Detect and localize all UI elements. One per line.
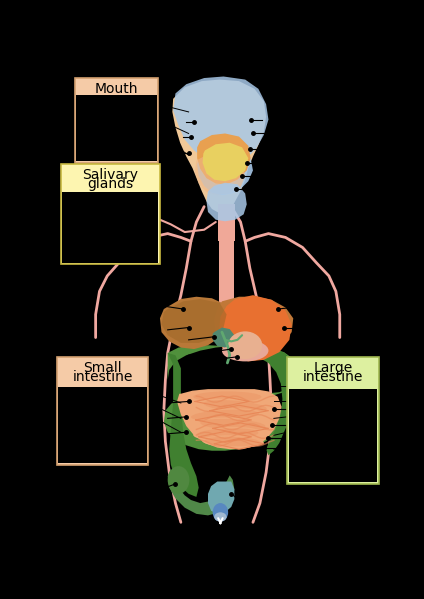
Polygon shape — [218, 204, 235, 241]
FancyBboxPatch shape — [57, 357, 148, 465]
Polygon shape — [160, 297, 227, 349]
Ellipse shape — [200, 419, 265, 430]
Text: intestine: intestine — [73, 370, 133, 384]
Polygon shape — [195, 153, 245, 195]
Ellipse shape — [204, 400, 267, 412]
FancyBboxPatch shape — [61, 164, 160, 264]
Ellipse shape — [190, 390, 265, 404]
Ellipse shape — [201, 398, 270, 413]
Polygon shape — [168, 353, 199, 497]
Ellipse shape — [193, 426, 262, 441]
Ellipse shape — [196, 428, 258, 439]
Ellipse shape — [214, 512, 226, 522]
Text: Small: Small — [83, 361, 122, 374]
Ellipse shape — [168, 466, 190, 494]
FancyBboxPatch shape — [76, 95, 157, 161]
Polygon shape — [219, 295, 292, 361]
Text: Mouth: Mouth — [95, 82, 138, 96]
FancyBboxPatch shape — [289, 389, 377, 482]
Polygon shape — [164, 345, 299, 450]
Polygon shape — [177, 389, 282, 449]
Ellipse shape — [193, 391, 262, 402]
Ellipse shape — [213, 503, 228, 522]
Polygon shape — [162, 299, 226, 343]
Text: Large: Large — [313, 361, 352, 374]
Polygon shape — [208, 482, 234, 514]
Ellipse shape — [228, 331, 262, 359]
Polygon shape — [168, 468, 234, 515]
Ellipse shape — [191, 410, 259, 421]
FancyBboxPatch shape — [59, 387, 147, 463]
FancyBboxPatch shape — [62, 192, 159, 263]
Ellipse shape — [197, 418, 268, 432]
Polygon shape — [173, 77, 268, 164]
Polygon shape — [213, 328, 234, 347]
Polygon shape — [197, 147, 253, 195]
Polygon shape — [172, 80, 266, 214]
Polygon shape — [197, 134, 251, 184]
Polygon shape — [206, 183, 247, 221]
Polygon shape — [258, 350, 298, 455]
Polygon shape — [203, 143, 248, 181]
Ellipse shape — [205, 437, 261, 446]
FancyBboxPatch shape — [287, 357, 379, 484]
Polygon shape — [220, 310, 234, 337]
Polygon shape — [219, 241, 234, 310]
Polygon shape — [214, 297, 293, 350]
Ellipse shape — [202, 435, 264, 447]
Ellipse shape — [188, 408, 262, 422]
Text: Salivary: Salivary — [82, 168, 138, 182]
Ellipse shape — [222, 340, 268, 361]
FancyBboxPatch shape — [75, 78, 159, 163]
Text: glands: glands — [87, 177, 134, 191]
Text: intestine: intestine — [303, 370, 363, 384]
